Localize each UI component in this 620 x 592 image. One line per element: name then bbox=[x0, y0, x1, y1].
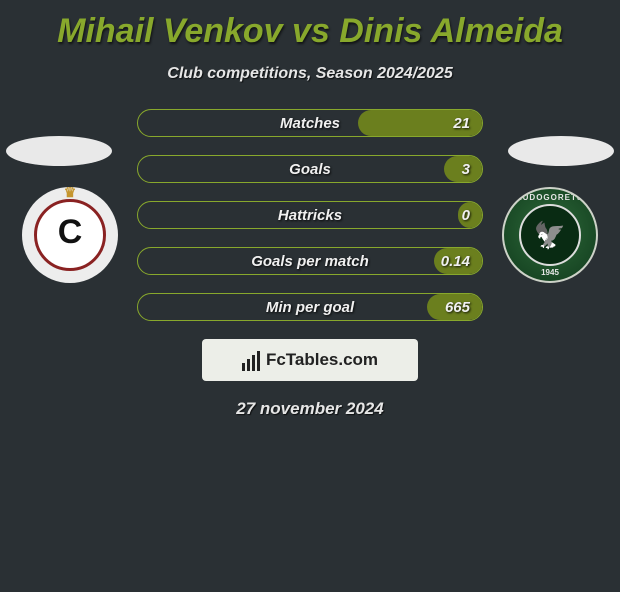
club-badge-right: LUDOGORETS 🦅 1945 bbox=[502, 187, 598, 283]
player-photo-right bbox=[508, 136, 614, 166]
stat-value-right: 3 bbox=[462, 156, 470, 182]
club-year: 1945 bbox=[541, 268, 559, 277]
stat-row: Matches 21 bbox=[137, 109, 483, 137]
slavia-crest-icon: ♛ C bbox=[34, 199, 106, 271]
stat-row: Goals 3 bbox=[137, 155, 483, 183]
crown-icon: ♛ bbox=[64, 187, 77, 201]
stat-label: Matches bbox=[138, 110, 482, 136]
comparison-title: Mihail Venkov vs Dinis Almeida bbox=[0, 12, 620, 51]
stat-value-right: 21 bbox=[453, 110, 470, 136]
club-name-arc: LUDOGORETS bbox=[517, 193, 583, 202]
club-letter: C bbox=[58, 213, 83, 252]
snapshot-date: 27 november 2024 bbox=[0, 399, 620, 419]
eagle-icon: 🦅 bbox=[534, 222, 566, 248]
stat-row: Goals per match 0.14 bbox=[137, 247, 483, 275]
player-photo-left bbox=[6, 136, 112, 166]
stat-row: Hattricks 0 bbox=[137, 201, 483, 229]
stat-value-right: 0.14 bbox=[441, 248, 470, 274]
brand-attribution[interactable]: FcTables.com bbox=[202, 339, 418, 381]
brand-text: FcTables.com bbox=[266, 350, 378, 370]
stat-value-right: 0 bbox=[462, 202, 470, 228]
stat-label: Goals per match bbox=[138, 248, 482, 274]
ludogorets-crest-icon: 🦅 bbox=[519, 204, 581, 266]
stat-row: Min per goal 665 bbox=[137, 293, 483, 321]
bar-chart-icon bbox=[242, 349, 260, 371]
stats-container: Matches 21 Goals 3 Hattricks 0 Goals per… bbox=[137, 109, 483, 321]
stat-label: Min per goal bbox=[138, 294, 482, 320]
season-subtitle: Club competitions, Season 2024/2025 bbox=[0, 65, 620, 83]
stat-value-right: 665 bbox=[445, 294, 470, 320]
club-badge-left: ♛ C bbox=[22, 187, 118, 283]
stat-label: Hattricks bbox=[138, 202, 482, 228]
stat-label: Goals bbox=[138, 156, 482, 182]
